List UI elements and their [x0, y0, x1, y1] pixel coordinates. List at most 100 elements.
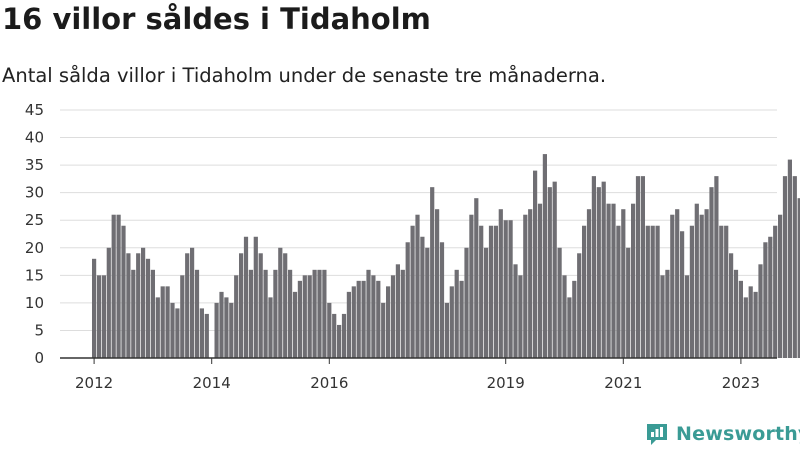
bar — [454, 269, 459, 358]
bar — [606, 203, 611, 358]
bar — [332, 313, 337, 358]
bar — [136, 253, 141, 358]
y-tick-label: 45 — [25, 101, 44, 119]
bar — [488, 225, 494, 358]
bar — [498, 209, 503, 358]
bar — [317, 269, 322, 358]
bar — [719, 225, 724, 358]
brand-logo: Newsworthy — [644, 420, 800, 448]
x-tick-label: 2012 — [75, 374, 113, 392]
bar — [743, 297, 748, 358]
y-tick-label: 20 — [25, 239, 44, 257]
bar — [591, 176, 596, 358]
bar — [484, 247, 489, 358]
bar — [273, 269, 278, 358]
bar — [337, 324, 342, 358]
bar — [307, 275, 312, 358]
bar — [116, 214, 121, 358]
bar — [680, 231, 685, 358]
bar — [562, 275, 567, 358]
bar — [650, 225, 655, 358]
bar — [111, 214, 116, 358]
bar — [155, 297, 160, 358]
bar — [395, 264, 400, 358]
bar — [199, 308, 204, 358]
bar — [302, 275, 307, 358]
brand-name: Newsworthy — [676, 423, 800, 445]
bar — [170, 302, 175, 358]
bar — [474, 198, 479, 358]
bar — [410, 225, 415, 358]
bar — [738, 280, 743, 358]
bar — [160, 286, 165, 358]
bar — [386, 286, 391, 358]
bar — [665, 269, 670, 358]
bar — [185, 253, 190, 358]
x-tick-label: 2016 — [310, 374, 348, 392]
bar — [758, 264, 763, 358]
x-tick-label: 2019 — [487, 374, 525, 392]
bar — [469, 214, 474, 358]
bar — [278, 247, 283, 358]
y-tick-label: 30 — [25, 184, 44, 202]
bar — [165, 286, 170, 358]
bar — [145, 258, 151, 358]
bar — [297, 280, 302, 358]
bar — [322, 269, 327, 358]
bar — [439, 242, 445, 358]
bar — [376, 280, 381, 358]
bar — [547, 187, 552, 358]
bar — [390, 275, 396, 358]
bar — [611, 203, 616, 358]
bar — [263, 269, 268, 358]
bar — [366, 269, 371, 358]
bar — [689, 225, 694, 358]
y-tick-label: 10 — [25, 294, 44, 312]
bar — [733, 269, 739, 358]
bar — [626, 247, 631, 358]
bar — [258, 253, 263, 358]
bar — [773, 225, 778, 358]
x-tick-label: 2014 — [193, 374, 231, 392]
y-tick-label: 5 — [34, 321, 44, 339]
bar — [542, 154, 547, 358]
bar — [586, 209, 592, 358]
bar — [415, 214, 420, 358]
bar — [655, 225, 660, 358]
bar — [709, 187, 714, 358]
bar — [601, 181, 606, 358]
y-tick-label: 25 — [25, 211, 44, 229]
bar — [312, 269, 317, 358]
bar — [204, 313, 209, 358]
bar — [596, 187, 601, 358]
bar — [405, 242, 410, 358]
y-tick-label: 0 — [34, 349, 44, 367]
bar — [341, 313, 347, 358]
bar — [381, 302, 386, 358]
bar — [131, 269, 136, 358]
bar — [268, 297, 273, 358]
bar — [660, 275, 665, 358]
bar — [126, 253, 131, 358]
bar — [234, 275, 239, 358]
bar — [150, 269, 155, 358]
bar — [425, 247, 430, 358]
bar — [552, 181, 557, 358]
bar — [351, 286, 356, 358]
bar — [449, 286, 454, 358]
bar — [435, 209, 440, 358]
bar — [557, 247, 562, 358]
bar — [768, 236, 773, 358]
bar — [528, 209, 533, 358]
x-tick-label: 2023 — [722, 374, 760, 392]
bar — [640, 176, 645, 358]
bar — [631, 203, 636, 358]
bar — [283, 253, 288, 358]
y-tick-label: 35 — [25, 156, 44, 174]
bar — [224, 297, 229, 358]
bar — [194, 269, 200, 358]
bar — [464, 247, 469, 358]
bar — [675, 209, 680, 358]
y-tick-label: 15 — [25, 266, 44, 284]
